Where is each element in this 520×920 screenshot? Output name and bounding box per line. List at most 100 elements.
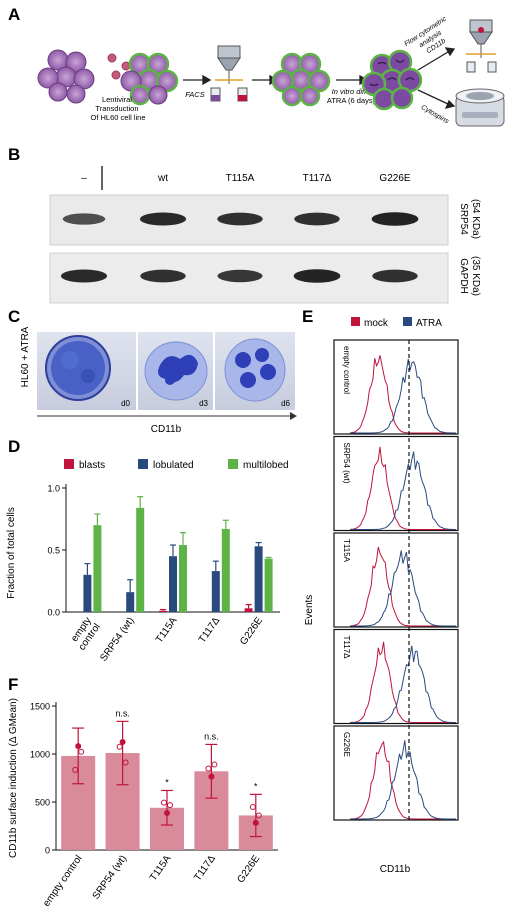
- panel-label-b: B: [8, 145, 20, 164]
- f-data-point: [208, 773, 215, 780]
- lane-label: –: [81, 173, 87, 184]
- e-mock-histogram: [349, 355, 456, 434]
- western-band: [371, 212, 419, 226]
- f-ylabel: CD11b surface induction (Δ GMean): [8, 698, 19, 858]
- f-data-point: [205, 765, 212, 772]
- hl60-atra-label: HL60 + ATRA: [20, 326, 31, 387]
- d-xtick-label: G226E: [238, 615, 265, 647]
- panel-label-d: D: [8, 437, 20, 456]
- e-histogram-box: [333, 628, 459, 725]
- d-bar: [254, 546, 263, 612]
- panel-label-e: E: [302, 307, 313, 326]
- f-data-point: [249, 803, 256, 810]
- diff-label-2: ATRA (6 days): [327, 96, 376, 105]
- e-atra-histogram: [350, 451, 456, 530]
- e-legend-label: ATRA: [416, 318, 442, 329]
- f-significance-label: n.s.: [115, 708, 130, 718]
- d-bar: [159, 610, 167, 612]
- western-band: [217, 212, 263, 226]
- d-bar: [169, 556, 177, 612]
- d-bar: [93, 525, 102, 612]
- panel-c: C HL60 + ATRA d0 d3 d6: [8, 307, 297, 435]
- panel-label-a: A: [8, 5, 20, 24]
- d-ylabel: Fraction of total cells: [6, 507, 17, 599]
- panel-label-c: C: [8, 307, 20, 326]
- row-protein-label: SRP54: [458, 203, 469, 235]
- f-significance-label: *: [165, 777, 169, 787]
- flow-cytometer-icon: [466, 19, 497, 73]
- d-ytick-label: 1.0: [47, 484, 60, 494]
- d-ytick-label: 0.5: [47, 546, 60, 556]
- micrograph-d3: [138, 332, 213, 410]
- panel-a: A Lentiviral Transduction O: [8, 5, 505, 127]
- f-data-point: [211, 761, 218, 768]
- e-ylabel: Events: [304, 595, 315, 626]
- d-bar: [179, 545, 187, 612]
- f-data-point: [255, 812, 262, 819]
- panel-b: B – wt T115A T117Δ G226E SRP54 (54 KDa) GAPDH(…: [8, 145, 481, 304]
- svg-text:In vitro diff. ATRA (6 d: In vitro diff. ATRA (6 days): [327, 87, 376, 105]
- f-data-point: [122, 759, 129, 766]
- f-data-point: [72, 766, 79, 773]
- f-data-point: [78, 748, 85, 755]
- panel-e: E mock ATRA Events empty control SRP54 (wt…: [302, 307, 459, 875]
- e-legend-swatch: [403, 317, 412, 326]
- cd11b-label-c: CD11b: [151, 424, 182, 435]
- e-histogram-label: G226E: [342, 732, 351, 757]
- f-xtick-label: T117Δ: [192, 853, 218, 883]
- f-data-point: [161, 799, 167, 806]
- transduced-cells-icon: [120, 52, 179, 106]
- d-xtick-label: emptycontrol: [68, 615, 103, 652]
- f-data-point: [119, 738, 126, 745]
- lane-label: G226E: [379, 173, 410, 184]
- f-data-point: [116, 743, 123, 750]
- svg-text:Lentiviral Transduction: Lentiviral Transduction Of HL60 cell lin…: [90, 95, 145, 122]
- e-atra-histogram: [350, 358, 456, 434]
- lane-label: T117Δ: [303, 173, 332, 184]
- d-legend-swatch: [138, 459, 148, 469]
- f-ytick-label: 1500: [30, 702, 50, 712]
- d-xtick-line: T115A: [154, 615, 180, 645]
- e-histogram-label: T115A: [342, 539, 351, 563]
- d-legend-label: lobulated: [153, 460, 194, 471]
- western-band: [372, 269, 418, 283]
- cd11b-arrow-icon: [37, 412, 297, 420]
- e-histogram-label: empty control: [342, 346, 351, 394]
- e-mock-histogram: [349, 446, 456, 530]
- d-bar: [83, 574, 92, 612]
- western-band: [60, 269, 108, 283]
- d-xtick-line: T117Δ: [197, 615, 223, 645]
- diff-label-1: In vitro diff.: [332, 87, 369, 96]
- f-data-point: [164, 809, 170, 816]
- day-label-d0: d0: [121, 399, 130, 408]
- d-legend-label: multilobed: [243, 460, 289, 471]
- d-bar: [136, 507, 145, 612]
- f-xtick-label: empty control: [41, 853, 84, 908]
- d-xtick-line: G226E: [238, 615, 265, 647]
- f-ytick-label: 1000: [30, 750, 50, 760]
- d-bar: [221, 528, 230, 612]
- e-legend-swatch: [351, 317, 360, 326]
- d-xtick-line: SRP54 (wt): [98, 615, 136, 663]
- day-label-d6: d6: [281, 399, 290, 408]
- western-band: [62, 213, 106, 225]
- row-size-label: (35 KDa): [470, 256, 481, 296]
- d-bar: [264, 558, 273, 612]
- western-band: [217, 269, 263, 283]
- d-bar: [126, 592, 135, 612]
- lane-label: wt: [157, 173, 168, 184]
- e-xlabel: CD11b: [380, 864, 411, 875]
- e-atra-histogram: [350, 550, 456, 627]
- e-mock-histogram: [349, 641, 456, 723]
- d-legend-swatch: [228, 459, 238, 469]
- panel-f: F CD11b surface induction (Δ GMean) 0 500…: [8, 675, 278, 909]
- micrograph-d0: [37, 332, 136, 410]
- d-ytick-label: 0.0: [47, 608, 60, 618]
- f-ytick-label: 500: [35, 798, 50, 808]
- lane-label: T115A: [226, 173, 255, 184]
- d-bar: [211, 571, 220, 612]
- e-atra-histogram: [350, 645, 456, 723]
- row-size-label: (54 KDa): [470, 199, 481, 239]
- arrow-icon: [183, 74, 212, 86]
